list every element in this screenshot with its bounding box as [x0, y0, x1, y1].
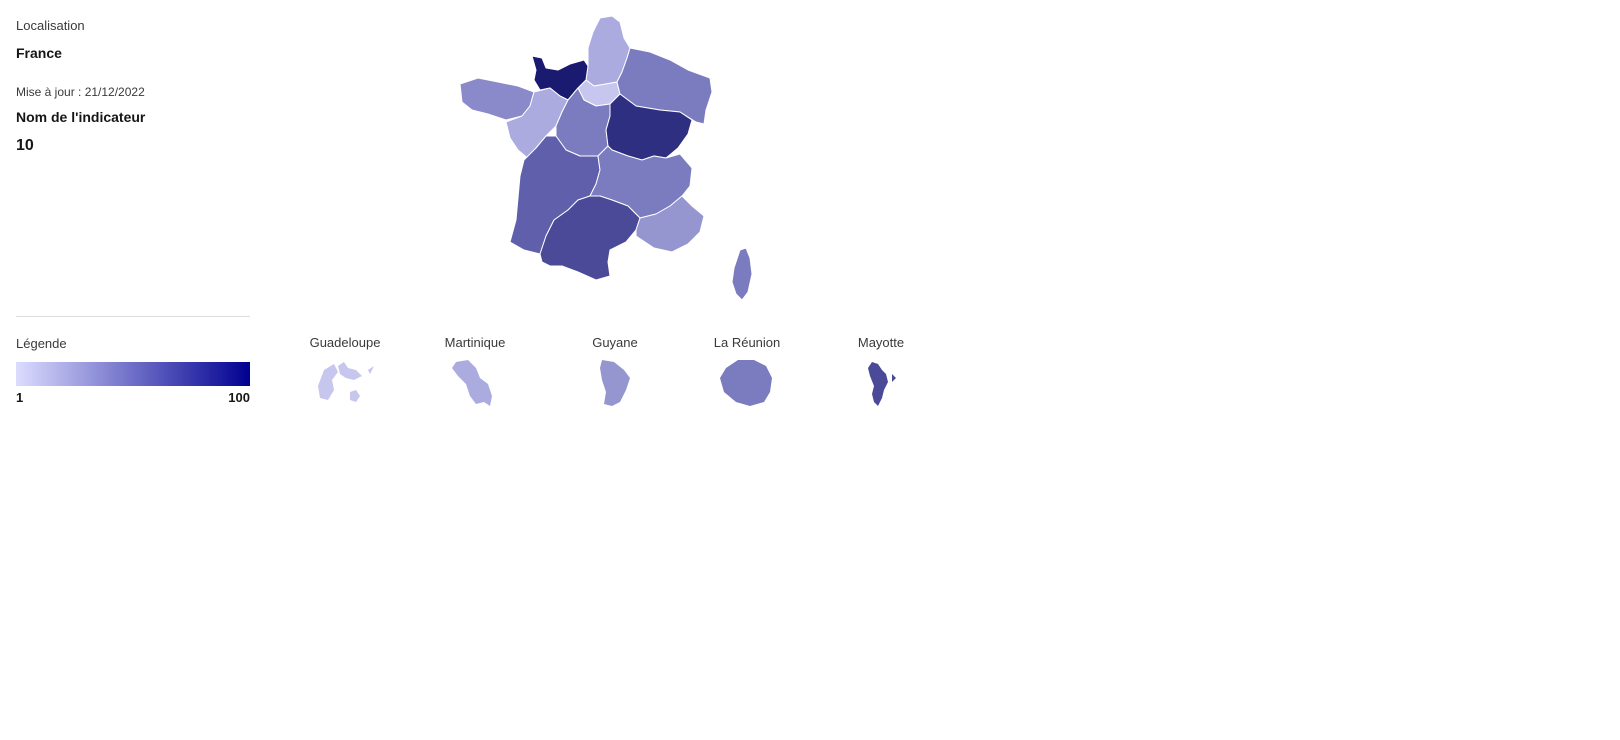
indicator-value: 10 [16, 137, 34, 154]
overseas-mayotte[interactable]: Mayotte [826, 335, 936, 411]
legend-title: Légende [16, 336, 67, 351]
guadeloupe-shape [318, 362, 374, 402]
martinique-shape [452, 360, 492, 406]
overseas-label: Martinique [444, 335, 506, 350]
overseas-martinique[interactable]: Martinique [420, 335, 530, 411]
update-date: Mise à jour : 21/12/2022 [16, 85, 145, 99]
overseas-la-reunion[interactable]: La Réunion [692, 335, 802, 411]
guyane-shape [600, 360, 630, 406]
overseas-label: Mayotte [857, 335, 905, 350]
overseas-label: La Réunion [713, 335, 781, 350]
localisation-label: Localisation [16, 18, 85, 33]
region-corse[interactable] [731, 247, 753, 301]
la-reunion-shape [720, 360, 772, 406]
mayotte-shape [868, 362, 896, 406]
localisation-value: France [16, 45, 62, 61]
indicator-name: Nom de l'indicateur [16, 109, 146, 125]
region-paca[interactable] [635, 195, 705, 253]
overseas-label: Guyane [592, 335, 638, 350]
legend-min: 1 [16, 390, 24, 405]
divider [16, 316, 250, 317]
region-bretagne[interactable] [460, 77, 535, 121]
overseas-label: Guadeloupe [309, 335, 381, 350]
legend-max: 100 [228, 390, 250, 405]
overseas-guadeloupe[interactable]: Guadeloupe [290, 335, 400, 411]
france-map [460, 15, 753, 301]
region-grand-est[interactable] [616, 47, 713, 125]
legend-gradient-bar [16, 362, 250, 386]
overseas-guyane[interactable]: Guyane [560, 335, 670, 411]
